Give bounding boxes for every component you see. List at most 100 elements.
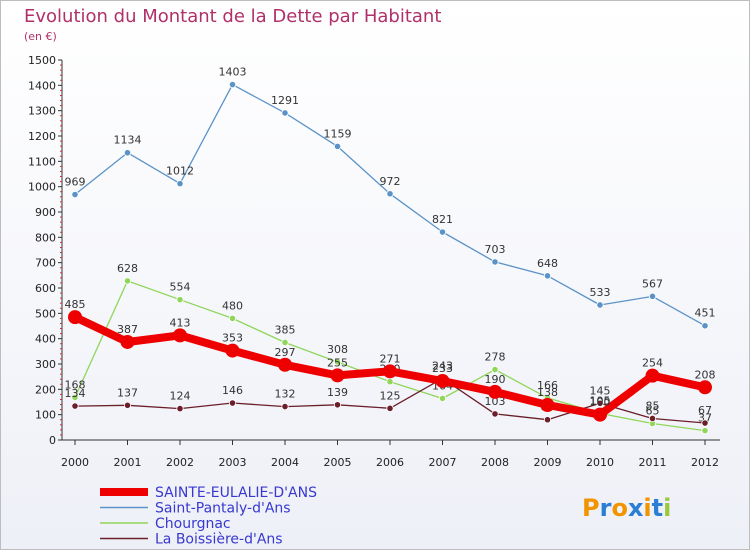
data-point: [698, 380, 712, 395]
data-label: 254: [642, 357, 663, 370]
y-tick-label: 100: [35, 409, 56, 422]
data-point: [645, 368, 660, 383]
y-tick-label: 1200: [28, 130, 56, 143]
data-point: [438, 394, 447, 403]
data-label: 190: [485, 373, 506, 386]
data-label: 100: [590, 396, 611, 409]
data-point: [228, 399, 237, 407]
data-label: 485: [65, 298, 86, 311]
data-label: 166: [537, 379, 558, 392]
data-label: 297: [275, 346, 296, 359]
legend-label: Chourgnac: [155, 516, 231, 532]
data-label: 132: [275, 388, 296, 401]
data-point: [701, 419, 709, 427]
data-label: 124: [170, 390, 191, 403]
chart-subtitle: (en €): [24, 30, 57, 43]
data-label: 168: [65, 378, 86, 391]
data-point: [228, 80, 237, 89]
data-point: [228, 314, 237, 322]
data-point: [71, 393, 79, 402]
data-point: [225, 343, 240, 358]
data-label: 255: [327, 356, 348, 369]
x-tick-label: 2011: [639, 456, 667, 469]
data-label: 821: [432, 213, 453, 226]
data-point: [435, 373, 450, 388]
data-label: 137: [117, 386, 138, 399]
data-point: [333, 358, 342, 366]
y-tick-label: 800: [35, 231, 56, 244]
data-label: 145: [590, 384, 611, 397]
data-point: [491, 258, 499, 266]
data-label: 243: [432, 359, 453, 372]
data-point: [176, 404, 184, 413]
data-point: [543, 416, 552, 424]
data-point: [596, 301, 604, 309]
data-label: 146: [222, 384, 243, 397]
data-label: 278: [485, 351, 506, 364]
data-point: [701, 427, 709, 435]
data-label: 567: [642, 277, 663, 290]
y-tick-label: 500: [35, 307, 56, 320]
data-point: [488, 384, 502, 399]
data-label: 554: [170, 281, 191, 294]
y-tick-label: 1400: [28, 79, 56, 92]
x-tick-label: 2003: [219, 456, 247, 469]
data-label: 103: [485, 395, 506, 408]
data-label: 85: [646, 399, 660, 412]
data-point: [491, 365, 499, 374]
data-point: [71, 402, 79, 410]
x-tick-label: 2000: [61, 456, 89, 469]
data-label: 533: [590, 286, 611, 299]
x-tick-label: 2012: [691, 456, 719, 469]
data-point: [593, 407, 607, 422]
data-point: [386, 404, 394, 412]
data-point: [438, 228, 447, 236]
data-point: [68, 310, 82, 325]
data-label: 480: [222, 299, 243, 312]
data-label: 353: [222, 332, 243, 345]
x-tick-label: 2001: [114, 456, 142, 469]
data-point: [543, 272, 552, 280]
legend-label: SAINTE-EULALIE-D'ANS: [155, 485, 317, 501]
data-label: 1012: [166, 165, 194, 178]
y-tick-label: 300: [35, 358, 56, 371]
data-point: [596, 399, 604, 407]
data-label: 628: [117, 262, 138, 275]
x-tick-label: 2006: [376, 456, 404, 469]
x-tick-label: 2008: [481, 456, 509, 469]
data-point: [333, 401, 342, 409]
data-point: [491, 410, 499, 418]
data-point: [176, 296, 184, 304]
y-tick-label: 1300: [28, 105, 56, 118]
data-label: 703: [485, 243, 506, 256]
data-label: 648: [537, 257, 558, 270]
data-label: 233: [432, 362, 453, 375]
data-label: 969: [65, 176, 86, 189]
data-label: 139: [327, 386, 348, 399]
data-label: 208: [695, 368, 716, 381]
data-label: 1403: [219, 66, 247, 79]
data-label: 271: [380, 352, 401, 365]
data-label: 138: [537, 386, 558, 399]
legend-label: La Boissière-d'Ans: [155, 532, 283, 548]
data-point: [386, 378, 394, 386]
data-point: [701, 322, 709, 330]
data-point: [281, 109, 289, 117]
data-label: 65: [646, 405, 660, 418]
y-tick-label: 1000: [28, 181, 56, 194]
data-point: [123, 401, 132, 409]
data-point: [123, 277, 132, 285]
data-point: [648, 414, 657, 423]
y-tick-label: 0: [49, 434, 56, 447]
data-label: 413: [170, 316, 191, 329]
data-point: [281, 338, 289, 347]
data-label: 308: [327, 343, 348, 356]
x-tick-label: 2007: [429, 456, 457, 469]
data-label: 1159: [324, 127, 352, 140]
data-label: 385: [275, 323, 296, 336]
y-tick-label: 200: [35, 383, 56, 396]
data-label: 1134: [114, 134, 142, 147]
y-tick-label: 1100: [28, 155, 56, 168]
data-label: 451: [695, 307, 716, 320]
